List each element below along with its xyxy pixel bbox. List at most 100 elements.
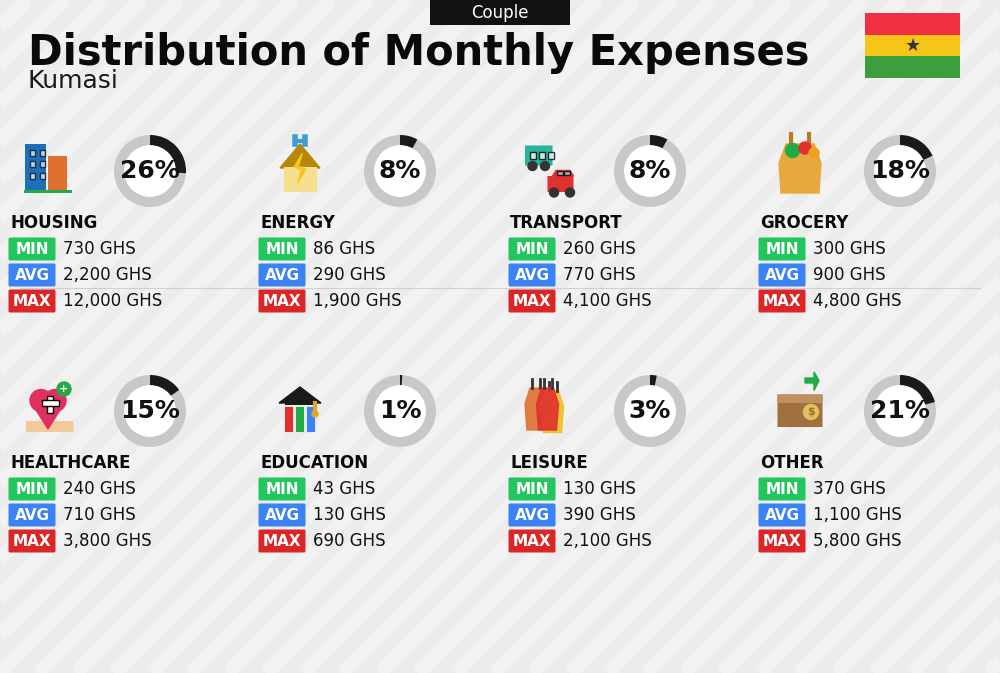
Polygon shape	[552, 170, 574, 176]
FancyBboxPatch shape	[759, 530, 806, 553]
Text: Couple: Couple	[471, 3, 529, 22]
FancyBboxPatch shape	[30, 149, 35, 155]
FancyBboxPatch shape	[509, 289, 556, 312]
Text: 8%: 8%	[629, 159, 671, 183]
Text: 3,800 GHS: 3,800 GHS	[63, 532, 152, 550]
Text: AVG: AVG	[264, 267, 300, 283]
Circle shape	[550, 188, 558, 197]
Wedge shape	[650, 375, 657, 386]
FancyBboxPatch shape	[42, 400, 58, 406]
Text: MIN: MIN	[515, 481, 549, 497]
Circle shape	[57, 382, 71, 396]
FancyBboxPatch shape	[759, 264, 806, 287]
Wedge shape	[114, 135, 186, 207]
Circle shape	[375, 146, 425, 197]
Wedge shape	[400, 135, 417, 149]
FancyBboxPatch shape	[40, 161, 45, 167]
Polygon shape	[280, 144, 320, 168]
Circle shape	[528, 162, 537, 170]
Text: 18%: 18%	[870, 159, 930, 183]
FancyBboxPatch shape	[509, 238, 556, 260]
Text: LEISURE: LEISURE	[510, 454, 588, 472]
FancyBboxPatch shape	[759, 289, 806, 312]
FancyBboxPatch shape	[556, 170, 562, 175]
Wedge shape	[150, 135, 186, 173]
FancyBboxPatch shape	[777, 394, 823, 403]
Text: 370 GHS: 370 GHS	[813, 480, 886, 498]
Wedge shape	[114, 375, 186, 447]
Text: MAX: MAX	[13, 293, 51, 308]
Text: 260 GHS: 260 GHS	[563, 240, 636, 258]
FancyBboxPatch shape	[865, 13, 960, 35]
FancyBboxPatch shape	[564, 170, 570, 175]
Text: 770 GHS: 770 GHS	[563, 266, 636, 284]
FancyBboxPatch shape	[258, 503, 306, 526]
Text: AVG: AVG	[14, 507, 50, 522]
Circle shape	[786, 143, 800, 157]
FancyBboxPatch shape	[548, 151, 554, 159]
Circle shape	[540, 162, 550, 170]
Text: MAX: MAX	[763, 534, 801, 548]
Text: 5,800 GHS: 5,800 GHS	[813, 532, 902, 550]
Text: AVG: AVG	[765, 267, 800, 283]
FancyBboxPatch shape	[865, 35, 960, 57]
Text: MIN: MIN	[265, 242, 299, 256]
FancyBboxPatch shape	[8, 530, 56, 553]
Circle shape	[125, 386, 175, 436]
FancyBboxPatch shape	[258, 264, 306, 287]
Text: 86 GHS: 86 GHS	[313, 240, 375, 258]
Polygon shape	[294, 153, 306, 183]
Text: MIN: MIN	[15, 242, 49, 256]
Text: 1%: 1%	[379, 399, 421, 423]
Text: 900 GHS: 900 GHS	[813, 266, 886, 284]
Text: 130 GHS: 130 GHS	[313, 506, 386, 524]
FancyBboxPatch shape	[284, 406, 293, 432]
Wedge shape	[400, 375, 402, 386]
Text: 300 GHS: 300 GHS	[813, 240, 886, 258]
FancyBboxPatch shape	[865, 57, 960, 78]
Text: 730 GHS: 730 GHS	[63, 240, 136, 258]
FancyBboxPatch shape	[759, 238, 806, 260]
Polygon shape	[805, 372, 819, 390]
Circle shape	[375, 386, 425, 436]
Text: MAX: MAX	[763, 293, 801, 308]
FancyBboxPatch shape	[8, 503, 56, 526]
FancyBboxPatch shape	[25, 144, 46, 192]
Circle shape	[312, 411, 318, 417]
Text: 21%: 21%	[870, 399, 930, 423]
Text: 4,100 GHS: 4,100 GHS	[563, 292, 652, 310]
Text: MIN: MIN	[15, 481, 49, 497]
Text: MIN: MIN	[765, 242, 799, 256]
Circle shape	[875, 146, 925, 197]
Text: 290 GHS: 290 GHS	[313, 266, 386, 284]
FancyBboxPatch shape	[284, 167, 316, 192]
Wedge shape	[614, 375, 686, 447]
Text: HOUSING: HOUSING	[10, 214, 97, 232]
FancyBboxPatch shape	[430, 0, 570, 25]
Wedge shape	[864, 375, 936, 447]
Text: +: +	[59, 384, 69, 394]
FancyBboxPatch shape	[509, 478, 556, 501]
FancyBboxPatch shape	[759, 503, 806, 526]
Text: TRANSPORT: TRANSPORT	[510, 214, 623, 232]
Text: 690 GHS: 690 GHS	[313, 532, 386, 550]
Wedge shape	[150, 375, 179, 396]
Wedge shape	[900, 375, 935, 404]
FancyBboxPatch shape	[8, 289, 56, 312]
Text: 15%: 15%	[120, 399, 180, 423]
FancyBboxPatch shape	[30, 173, 35, 179]
FancyBboxPatch shape	[509, 503, 556, 526]
FancyBboxPatch shape	[509, 530, 556, 553]
Circle shape	[625, 146, 675, 197]
Circle shape	[799, 142, 811, 154]
FancyBboxPatch shape	[258, 478, 306, 501]
Text: AVG: AVG	[765, 507, 800, 522]
Text: $: $	[807, 407, 815, 417]
Circle shape	[809, 148, 819, 158]
Text: 3%: 3%	[629, 399, 671, 423]
Text: ENERGY: ENERGY	[260, 214, 335, 232]
Text: 390 GHS: 390 GHS	[563, 506, 636, 524]
Text: 12,000 GHS: 12,000 GHS	[63, 292, 162, 310]
Text: 2,100 GHS: 2,100 GHS	[563, 532, 652, 550]
Text: Distribution of Monthly Expenses: Distribution of Monthly Expenses	[28, 32, 810, 74]
